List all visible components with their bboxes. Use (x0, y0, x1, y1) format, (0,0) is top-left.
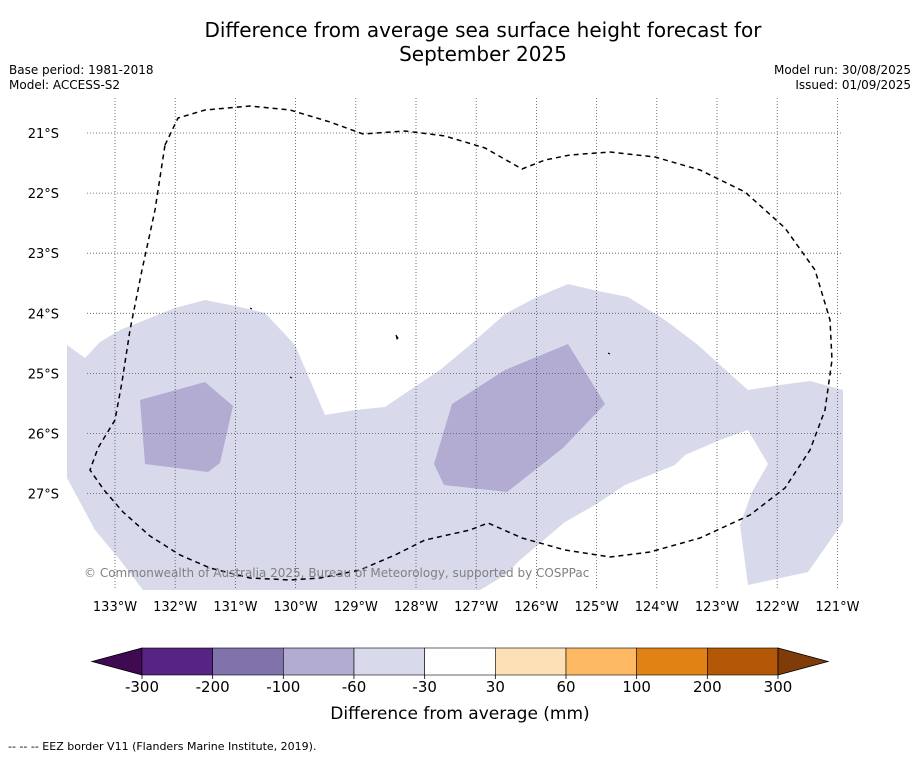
longitude-label: 131°W (213, 600, 257, 615)
colorbar-title: Difference from average (mm) (330, 704, 589, 724)
colorbar-segment (707, 647, 779, 676)
latitude-label: 26°S (28, 428, 59, 443)
anomaly-region-medium-west (140, 382, 233, 472)
colorbar-tick-label: -30 (412, 678, 437, 696)
latitude-label: 23°S (28, 247, 59, 262)
colorbar-tick-label: 30 (486, 678, 505, 696)
longitude-tick-labels: 133°W 132°W 131°W 130°W 129°W 128°W 127°W 126°W… (93, 600, 860, 615)
eez-legend-note: -- -- -- EEZ border V11 (Flanders Marine… (8, 740, 317, 753)
colorbar-tick-label: -100 (266, 678, 300, 696)
run-info: Model run: 30/08/2025 Issued: 01/09/2025 (774, 63, 911, 93)
colorbar-segment (353, 647, 425, 676)
map-panel: © Commonwealth of Australia 2025, Bureau… (28, 98, 860, 615)
base-period: Base period: 1981-2018 (9, 63, 154, 77)
colorbar-segments (90, 647, 830, 676)
colorbar-segment (212, 647, 284, 676)
colorbar-segment (424, 647, 496, 676)
colorbar-extend-low (90, 647, 143, 676)
model-run: Model run: 30/08/2025 (773, 63, 911, 77)
contour-speck-4 (249, 307, 253, 310)
colorbar-tick-label: 200 (693, 678, 722, 696)
latitude-label: 21°S (28, 127, 59, 142)
latitude-label: 27°S (28, 488, 59, 503)
longitude-label: 133°W (93, 600, 137, 615)
title-line-1: Difference from average sea surface heig… (204, 18, 762, 42)
model-info: Base period: 1981-2018 Model: ACCESS-S2 (9, 63, 154, 93)
longitude-label: 128°W (394, 600, 438, 615)
longitude-label: 127°W (454, 600, 498, 615)
eez-border (89, 105, 833, 581)
contour-speck (395, 334, 399, 340)
longitude-label: 130°W (274, 600, 318, 615)
anomaly-region-medium-central (434, 344, 605, 492)
forecast-map-figure: © Commonwealth of Australia 2025, Bureau… (28, 98, 860, 724)
colorbar-extend-high (777, 647, 830, 676)
latitude-label: 25°S (28, 367, 59, 382)
colorbar-segment (636, 647, 708, 676)
contour-speck-3 (607, 352, 611, 355)
map-title: Difference from average sea surface heig… (0, 18, 919, 66)
longitude-label: 126°W (514, 600, 558, 615)
model-name: Model: ACCESS-S2 (9, 78, 121, 92)
longitude-label: 121°W (815, 600, 859, 615)
gridlines (87, 98, 843, 590)
latitude-tick-labels: 21°S 22°S 23°S 24°S 25°S 26°S 27°S (28, 127, 59, 503)
colorbar-segment (283, 647, 355, 676)
colorbar-tick-label: -60 (342, 678, 367, 696)
colorbar-segment (495, 647, 567, 676)
colorbar-tick-labels: -300 -200 -100 -60 -30 30 60 100 200 300 (125, 675, 792, 696)
colorbar-tick-label: -200 (196, 678, 230, 696)
colorbar-tick-label: 300 (764, 678, 793, 696)
latitude-label: 22°S (28, 187, 59, 202)
colorbar-tick-label: 60 (556, 678, 575, 696)
contour-speck-2 (289, 376, 293, 379)
longitude-label: 124°W (635, 600, 679, 615)
colorbar-tick-label: 100 (622, 678, 651, 696)
latitude-label: 24°S (28, 307, 59, 322)
colorbar-segment (141, 647, 213, 676)
longitude-label: 122°W (755, 600, 799, 615)
colorbar-segment (565, 647, 637, 676)
colorbar: -300 -200 -100 -60 -30 30 60 100 200 300 Differen… (90, 647, 830, 724)
longitude-label: 123°W (695, 600, 739, 615)
longitude-label: 129°W (334, 600, 378, 615)
colorbar-tick-label: -300 (125, 678, 159, 696)
longitude-label: 125°W (575, 600, 619, 615)
issued-date: Issued: 01/09/2025 (795, 78, 911, 92)
longitude-label: 132°W (153, 600, 197, 615)
title-line-2: September 2025 (399, 42, 567, 66)
copyright-notice: © Commonwealth of Australia 2025, Bureau… (84, 566, 589, 580)
